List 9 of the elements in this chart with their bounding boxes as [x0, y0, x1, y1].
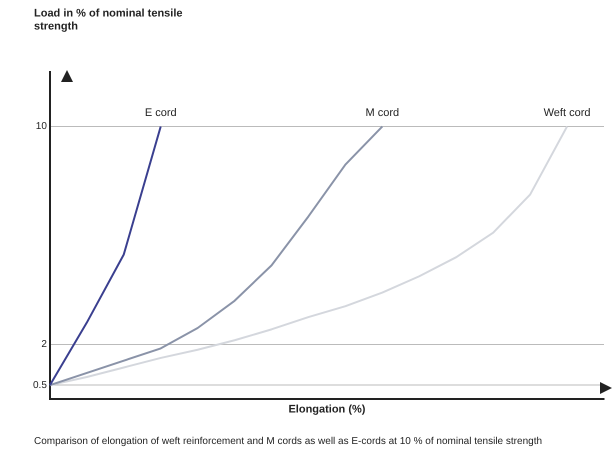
series-label: E cord — [144, 107, 177, 119]
series-label: Weft cord — [544, 107, 590, 119]
x-axis-title: Elongation (%) — [288, 403, 366, 416]
y-tick-label: 2 — [41, 339, 48, 350]
text: Comparison of elongation of weft reinforcement and M cords as well as E-cords at 10 % of nominal tensile strength — [34, 436, 542, 447]
y-tick-label: 10 — [36, 121, 48, 132]
y-axis-title: Load in % of nominal tensile strength — [34, 8, 183, 33]
y-tick-label: 0.5 — [32, 380, 48, 391]
series-label: M cord — [366, 107, 400, 119]
